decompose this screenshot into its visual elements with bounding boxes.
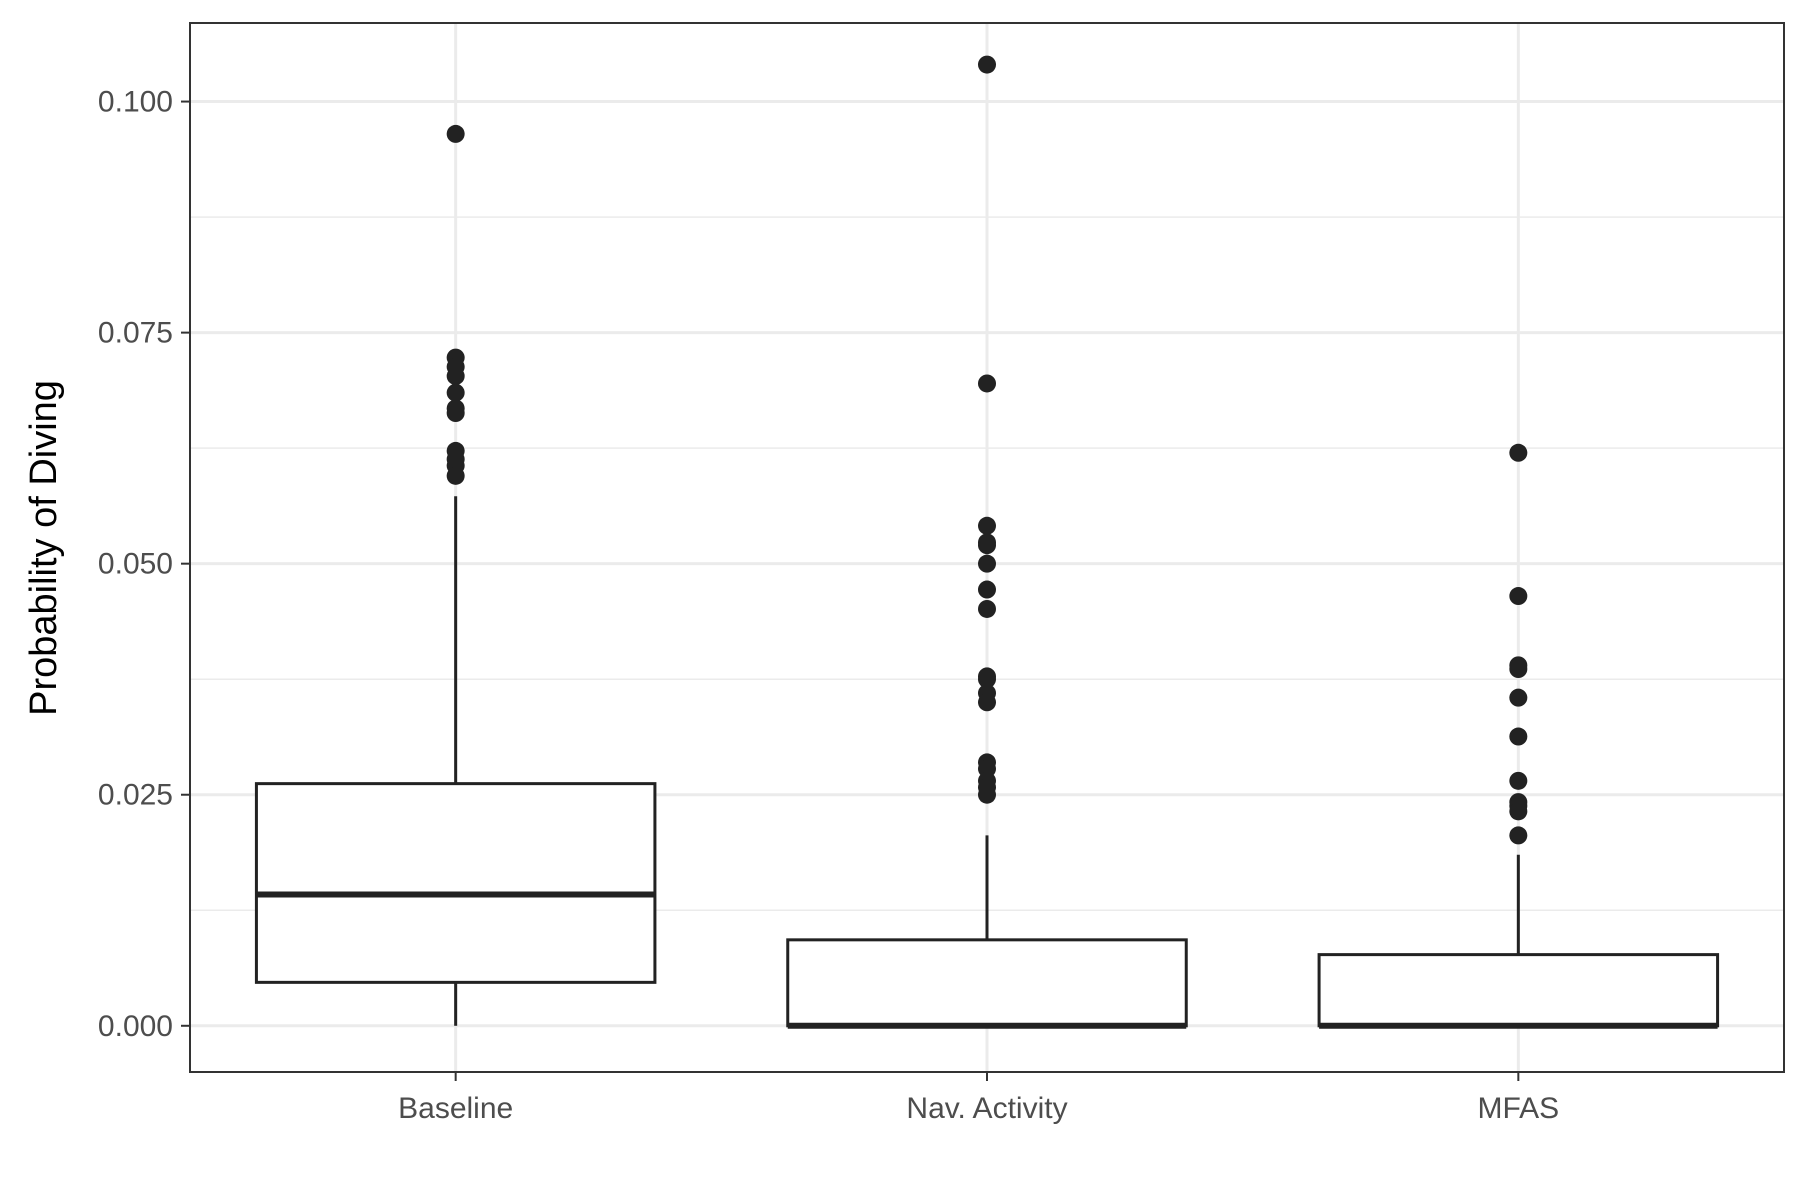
outlier-point bbox=[1509, 802, 1528, 821]
x-tick-label: MFAS bbox=[1477, 1092, 1559, 1125]
outlier-point bbox=[446, 383, 465, 402]
outlier-point bbox=[1509, 688, 1528, 707]
box-group-baseline bbox=[254, 496, 657, 1026]
outlier-point bbox=[978, 693, 996, 712]
outlier-point bbox=[978, 785, 996, 804]
axes: 0.000 0.025 0.050 0.075 0.100 Baseline Nav. Ac… bbox=[98, 86, 1559, 1125]
outlier-point bbox=[446, 466, 465, 485]
y-tick-label: 0.050 bbox=[98, 548, 173, 581]
outlier-point bbox=[978, 554, 996, 573]
outlier-point bbox=[1509, 443, 1528, 462]
y-tick-label: 0.100 bbox=[98, 86, 173, 119]
outlier-points bbox=[446, 55, 1528, 845]
box-group-nav-activity bbox=[786, 835, 1188, 1029]
iqr-box bbox=[786, 938, 1188, 1028]
outlier-point bbox=[1509, 587, 1528, 606]
outlier-point bbox=[446, 367, 465, 386]
outlier-point bbox=[1509, 727, 1528, 746]
x-tick-label: Baseline bbox=[398, 1092, 513, 1125]
outlier-point bbox=[978, 670, 996, 689]
box-layer bbox=[254, 496, 1720, 1029]
outlier-point bbox=[978, 599, 996, 618]
outlier-point bbox=[1509, 771, 1528, 790]
outlier-point bbox=[978, 55, 996, 74]
y-axis-title: Probability of Diving bbox=[23, 380, 65, 716]
outlier-point bbox=[978, 374, 996, 393]
iqr-box bbox=[254, 782, 657, 984]
x-tick-label: Nav. Activity bbox=[906, 1092, 1067, 1125]
outlier-point bbox=[978, 580, 996, 599]
outlier-point bbox=[1509, 826, 1528, 845]
outlier-point bbox=[978, 516, 996, 535]
y-tick-label: 0.000 bbox=[98, 1010, 173, 1043]
y-tick-label: 0.025 bbox=[98, 779, 173, 812]
outlier-point bbox=[978, 536, 996, 555]
iqr-box bbox=[1317, 953, 1720, 1028]
outlier-point bbox=[446, 124, 465, 143]
outlier-point bbox=[1509, 660, 1528, 679]
outlier-point bbox=[446, 404, 465, 423]
y-tick-label: 0.075 bbox=[98, 317, 173, 350]
box-group-mfas bbox=[1317, 854, 1720, 1029]
